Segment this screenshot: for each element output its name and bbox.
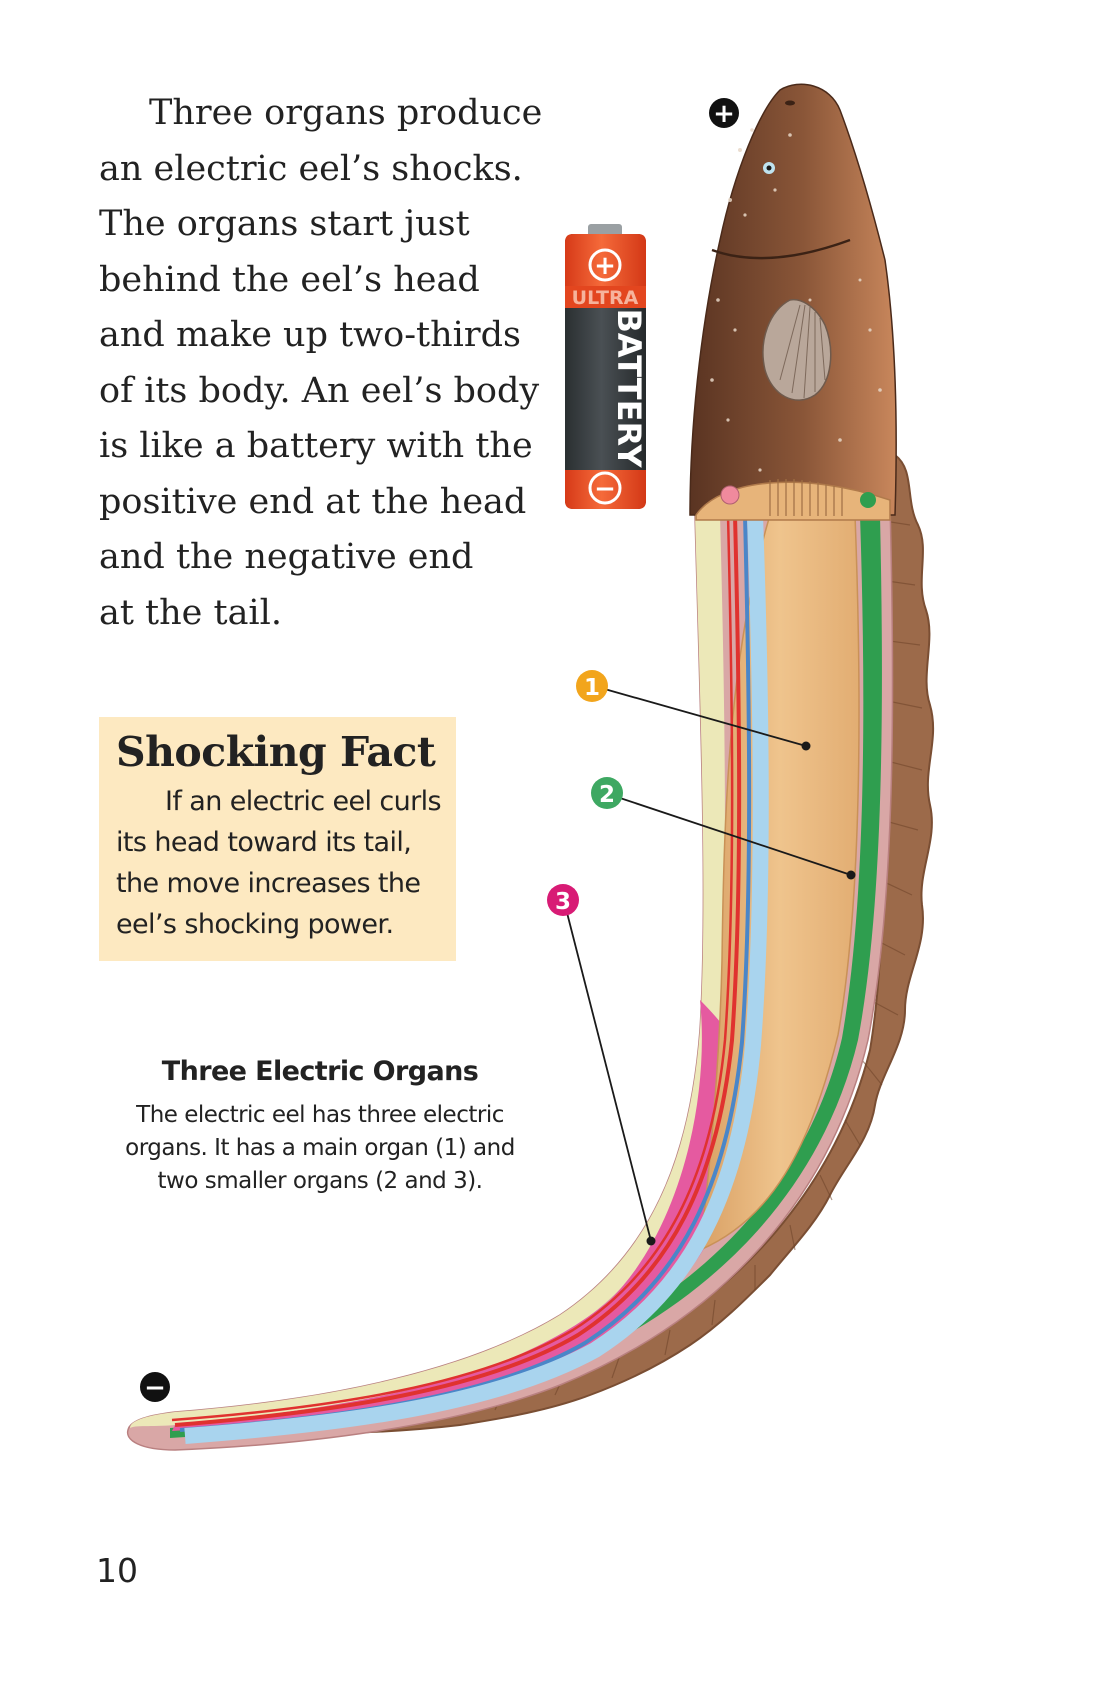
negative-pole-icon: −	[140, 1372, 170, 1403]
leader-lines	[563, 685, 852, 1242]
main-text-line: Three organs produce	[149, 93, 543, 133]
marker-3: 3	[547, 884, 579, 916]
fact-box-line: If an electric eel curls	[165, 786, 442, 817]
red-stripe	[174, 514, 742, 1427]
leader-dot-2	[846, 870, 856, 880]
fact-box-body: If an electric eel curls its head toward…	[116, 781, 442, 945]
marker-3-label: 3	[555, 889, 571, 915]
light-blue-band	[184, 514, 769, 1444]
main-text-line: an electric eel’s shocks.	[99, 148, 523, 189]
red-stripe-2	[171, 514, 734, 1422]
caption-title: Three Electric Organs	[161, 1056, 479, 1087]
caption-line: two smaller organs (2 and 3).	[157, 1168, 484, 1194]
leader-dot-3	[646, 1236, 656, 1246]
main-text-line: The organs start just	[99, 204, 470, 244]
marker-2-label: 2	[599, 782, 615, 808]
main-text-line: behind the eel’s head	[99, 259, 480, 300]
leader-line-2	[607, 793, 852, 876]
page-number: 10	[96, 1551, 138, 1590]
marker-2-circle	[591, 777, 623, 809]
main-text-line: at the tail.	[99, 592, 282, 633]
marker-1: 1	[576, 670, 608, 702]
main-text-line: is like a battery with the	[99, 426, 533, 466]
pectoral-fin	[762, 298, 832, 401]
battery-brand: ULTRA	[572, 287, 639, 309]
caption-body: The electric eel has three electric orga…	[120, 1099, 520, 1198]
battery-positive-symbol: +	[594, 251, 616, 281]
fact-box-title: Shocking Fact	[116, 728, 436, 776]
main-text-line: and the negative end	[99, 537, 474, 577]
marker-3-circle	[547, 884, 579, 916]
tail-polarity-symbol: −	[144, 1373, 166, 1403]
caption-line: The electric eel has three electric	[136, 1102, 504, 1128]
marker-2: 2	[591, 777, 623, 809]
caption-line: organs. It has a main organ (1) and	[125, 1135, 515, 1161]
main-paragraph: Three organs produce an electric eel’s s…	[99, 86, 543, 641]
main-text-line: of its body. An eel’s body	[99, 370, 540, 411]
fact-box-line: the move increases the	[116, 868, 421, 899]
positive-pole-icon: +	[709, 98, 739, 129]
leader-dot-1	[801, 741, 811, 751]
main-text-line: positive end at the head	[99, 481, 527, 522]
figure-caption: Three Electric Organs The electric eel h…	[120, 1053, 520, 1198]
organ-3-band	[172, 1000, 751, 1431]
head-polarity-symbol: +	[713, 99, 735, 129]
marker-1-label: 1	[584, 675, 600, 701]
leader-line-3	[563, 900, 652, 1242]
battery-icon: ULTRA + − BATTERY	[565, 224, 648, 509]
shocking-fact-box: Shocking Fact If an electric eel curls i…	[99, 717, 456, 961]
battery-label: BATTERY	[610, 309, 648, 469]
main-text-line: and make up two-thirds	[99, 315, 521, 355]
fact-box-line: its head toward its tail,	[116, 827, 412, 858]
marker-1-circle	[576, 670, 608, 702]
fact-box-line: eel’s shocking power.	[116, 909, 394, 940]
leader-line-1	[593, 685, 807, 747]
battery-negative-symbol: −	[594, 474, 616, 504]
eel-head	[689, 83, 897, 521]
